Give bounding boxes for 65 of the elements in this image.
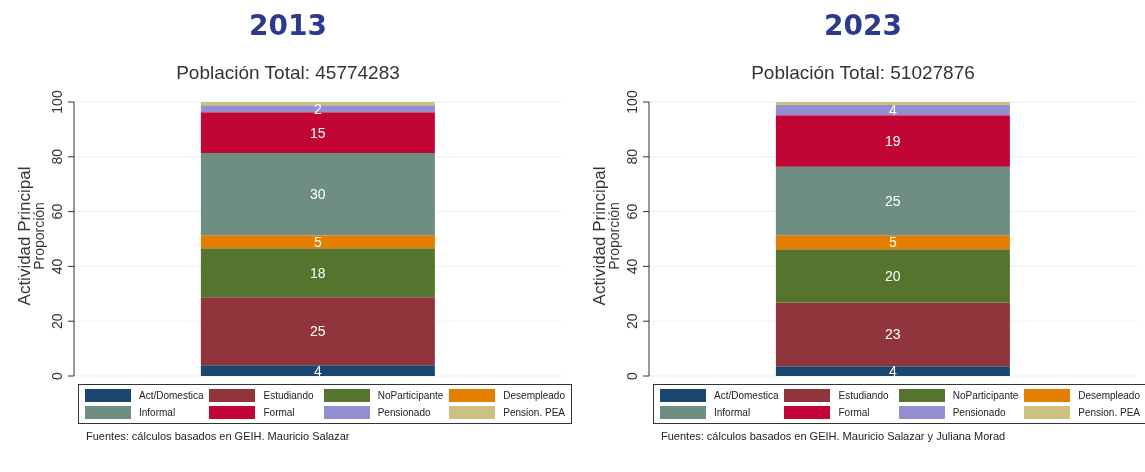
data-label: 4	[313, 362, 322, 379]
data-label: 30	[310, 186, 326, 203]
bar	[200, 248, 435, 298]
data-label: 5	[313, 233, 322, 250]
y-tick-label: 100	[49, 90, 65, 114]
bar	[200, 102, 435, 106]
data-label: 25	[885, 192, 901, 209]
data-label: 25	[310, 323, 326, 340]
chart-title: 2013	[248, 8, 328, 44]
legend-label: Pension. PEA	[1078, 407, 1140, 418]
y-tick-label: 100	[624, 90, 640, 114]
y-tick-label: 0	[49, 371, 65, 380]
legend-label: Formal	[838, 407, 870, 418]
legend-label: Estudiando	[838, 390, 889, 401]
source-note: Fuentes: cálculos basados en GEIH. Mauricio Salazar	[86, 430, 351, 442]
data-label: 19	[885, 132, 901, 149]
data-label: 15	[310, 124, 326, 141]
legend-label: NoParticipante	[952, 390, 1019, 401]
legend-label: Pension. PEA	[503, 407, 565, 418]
legend-label: Pensionado	[377, 407, 431, 418]
data-label: 18	[310, 264, 326, 281]
chart-title: 2023	[823, 8, 903, 44]
legend-label: NoParticipante	[377, 390, 444, 401]
legend-label: Pensionado	[952, 407, 1006, 418]
source-note: Fuentes: cálculos basados en GEIH. Mauricio Salazar y Juliana Morad	[661, 430, 1007, 442]
bar	[775, 302, 1010, 367]
y-tick-label: 40	[624, 258, 640, 275]
bar	[200, 365, 435, 376]
legend-label: Formal	[263, 407, 295, 418]
legend-label: Informal	[139, 407, 176, 418]
y-tick-label: 40	[49, 258, 65, 275]
bar	[200, 235, 435, 249]
data-label: 4	[888, 363, 897, 380]
bar	[775, 115, 1010, 167]
bar	[775, 249, 1010, 303]
bar	[200, 105, 435, 113]
bar	[775, 235, 1010, 250]
legend-label: Act/Domestica	[714, 390, 779, 401]
legend-label: Desempleado	[1078, 390, 1140, 401]
bar	[775, 166, 1010, 236]
data-label: 23	[885, 326, 901, 343]
data-label: 20	[885, 267, 901, 284]
y-axis-title: Actividad Principal Proporción	[15, 166, 47, 306]
bar	[775, 366, 1010, 376]
y-tick-label: 20	[49, 313, 65, 329]
legend-label: Estudiando	[263, 390, 314, 401]
y-tick-label: 80	[624, 148, 640, 165]
y-tick-label: 80	[49, 148, 65, 165]
y-tick-label: 60	[624, 203, 640, 220]
y-axis-title: Actividad Principal Proporción	[590, 166, 622, 306]
bar	[200, 297, 435, 366]
y-tick-label: 20	[624, 313, 640, 329]
legend-label: Desempleado	[503, 390, 565, 401]
chart-subtitle: Población Total: 45774283	[175, 61, 401, 85]
legend-label: Act/Domestica	[139, 390, 204, 401]
y-tick-label: 0	[624, 371, 640, 380]
data-label: 5	[888, 234, 897, 251]
bar	[200, 152, 435, 236]
chart-subtitle: Población Total: 51027876	[750, 61, 976, 85]
legend-label: Informal	[714, 407, 751, 418]
bar	[775, 105, 1010, 116]
bar	[775, 102, 1010, 106]
bar	[200, 112, 435, 153]
data-label: 4	[888, 102, 897, 119]
y-tick-label: 60	[49, 203, 65, 220]
